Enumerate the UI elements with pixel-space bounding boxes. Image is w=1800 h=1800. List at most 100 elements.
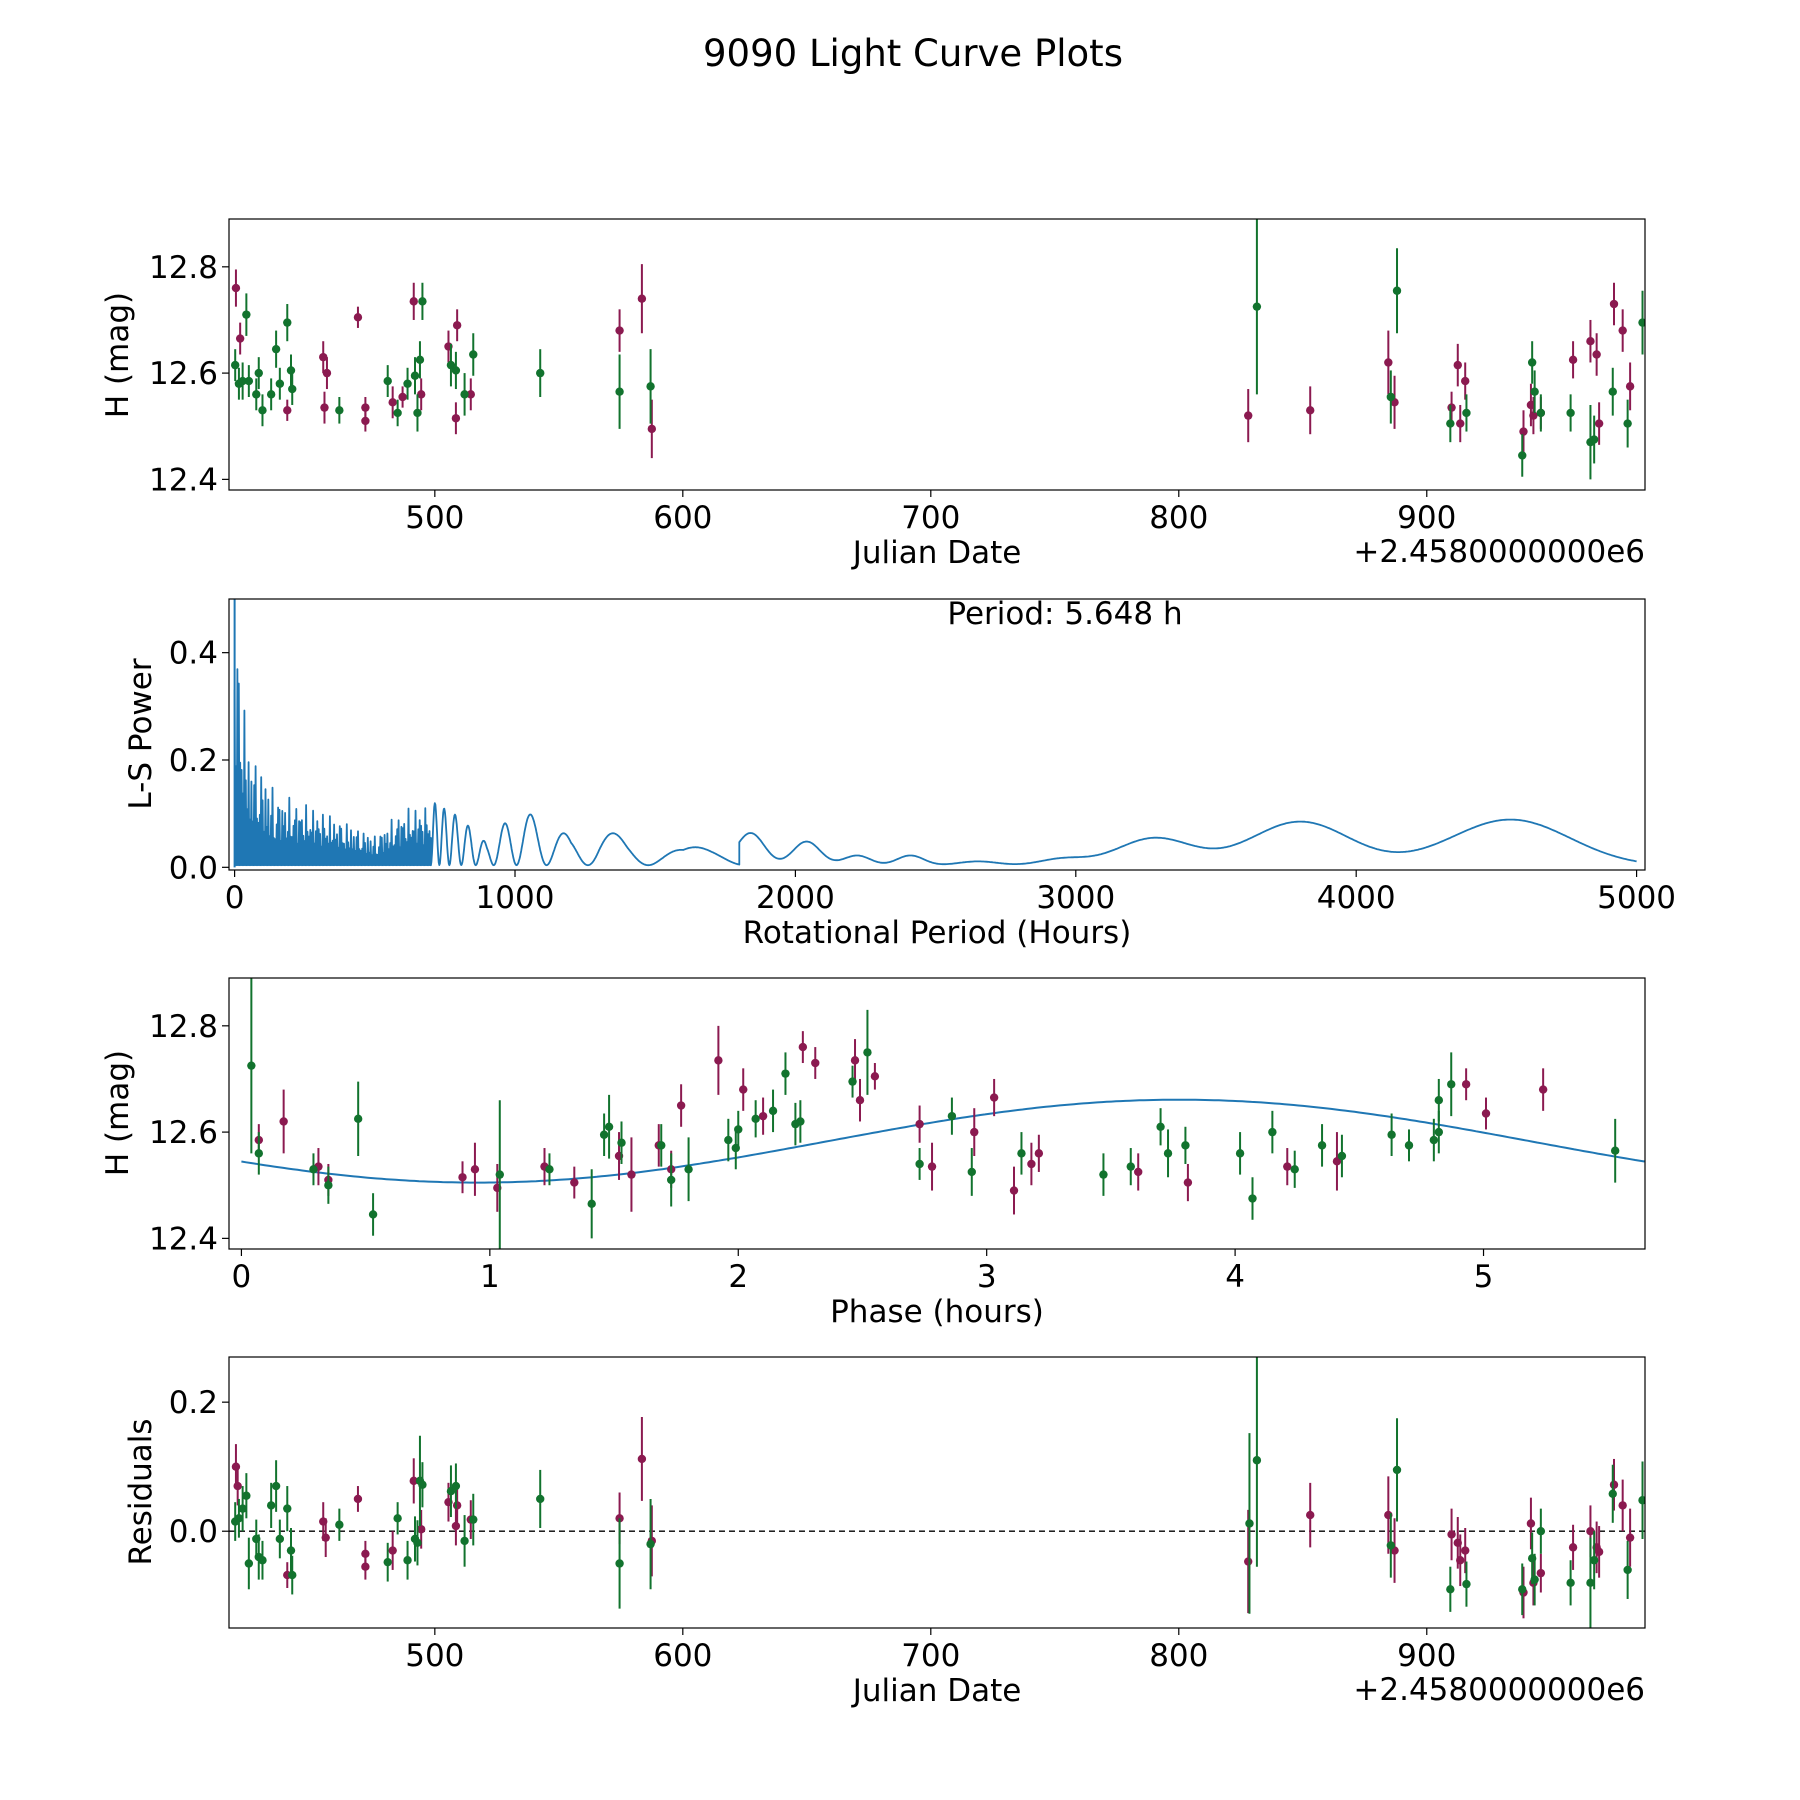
residuals-point-green (418, 1480, 427, 1489)
lightcurve-point-green (288, 384, 297, 394)
lightcurve-point-green (254, 368, 263, 378)
lightcurve-point-maroon (398, 392, 407, 402)
residuals-plot-area (229, 1357, 1645, 1628)
phased-point-maroon (870, 1072, 880, 1081)
residuals-point-maroon (1306, 1510, 1315, 1520)
residuals-point-maroon (1456, 1556, 1465, 1565)
lightcurve-point-maroon (466, 390, 475, 399)
residuals-point-maroon (416, 1525, 426, 1534)
periodogram-xtick-label: 1000 (476, 880, 555, 916)
phased-point-green (863, 1048, 872, 1057)
phased-point-green (247, 1061, 256, 1070)
residuals-point-green (1462, 1579, 1471, 1589)
periodogram-ytick-label: 0.0 (169, 850, 218, 886)
phased-frame (228, 977, 1646, 1250)
phased-point-green (1156, 1122, 1165, 1131)
phased-point-maroon (714, 1056, 723, 1065)
phased-point-maroon (1183, 1178, 1193, 1187)
phased-point-green (1290, 1165, 1299, 1174)
lightcurve-point-green (451, 366, 461, 375)
lightcurve-point-green (1386, 392, 1396, 402)
panel-phased: 0 1 2 3 4 5 12.4 12.6 12.8 Phase (hours) H (mag… (100, 977, 1646, 1330)
phased-point-green (967, 1167, 976, 1177)
residuals-point-green (393, 1514, 402, 1523)
residuals-point-green (266, 1501, 276, 1510)
phased-point-green (1434, 1096, 1444, 1105)
phased-point-maroon (279, 1117, 288, 1126)
periodogram-xtick-label: 2000 (756, 880, 835, 916)
periodogram-ytick-label: 0.2 (169, 743, 218, 779)
residuals-point-maroon (1461, 1546, 1470, 1555)
residuals-ylabel: Residuals (123, 1418, 159, 1565)
phased-point-green (545, 1165, 554, 1174)
phased-point-green (796, 1117, 805, 1126)
residuals-point-green (335, 1520, 344, 1529)
residuals-point-green (244, 1559, 254, 1568)
lightcurve-point-maroon (615, 326, 624, 335)
lightcurve-xtick-label: 700 (901, 500, 960, 536)
panel-lightcurve: 500 600 700 800 900 12.4 12.6 12.8 Julian Date… (100, 218, 1646, 571)
residuals-point-green (469, 1515, 478, 1524)
residuals-point-green (1586, 1578, 1595, 1588)
phased-point-maroon (1009, 1186, 1019, 1195)
residuals-yticks: 0.0 0.2 (169, 1385, 229, 1550)
residuals-point-maroon (1586, 1527, 1595, 1536)
phased-point-maroon (676, 1101, 686, 1110)
lightcurve-point-green (413, 408, 422, 418)
phased-point-green (781, 1069, 790, 1078)
residuals-point-green (1536, 1527, 1546, 1536)
lightcurve-point-green (1536, 408, 1546, 418)
lightcurve-ytick-label: 12.4 (149, 462, 218, 498)
lightcurve-point-maroon (235, 334, 245, 343)
residuals-point-green (646, 1539, 655, 1549)
residuals-point-maroon (1244, 1557, 1253, 1566)
phased-point-maroon (1332, 1157, 1342, 1166)
residuals-point-maroon (231, 1462, 241, 1471)
lightcurve-point-maroon (409, 297, 418, 306)
periodogram-ytick-label: 0.4 (169, 636, 218, 672)
lightcurve-xlabel: Julian Date (851, 535, 1022, 571)
residuals-point-green (615, 1559, 624, 1568)
residuals-xticks: 500 600 700 800 900 (405, 1628, 1456, 1674)
residuals-point-green (271, 1481, 281, 1491)
phased-xtick-label: 2 (728, 1259, 748, 1295)
lightcurve-point-maroon (416, 390, 426, 399)
phased-point-green (1248, 1194, 1257, 1203)
residuals-point-green (1446, 1585, 1455, 1594)
phased-point-maroon (758, 1111, 768, 1121)
phased-point-green (848, 1077, 857, 1086)
phased-point-green (324, 1181, 333, 1190)
phased-point-green (1447, 1080, 1456, 1089)
lightcurve-point-green (1589, 435, 1599, 444)
lightcurve-point-maroon (319, 352, 328, 362)
lightcurve-point-green (1623, 419, 1632, 428)
residuals-point-maroon (1625, 1533, 1635, 1542)
residuals-point-maroon (1526, 1519, 1536, 1528)
lightcurve-point-green (383, 376, 392, 386)
residuals-xtick-label: 600 (653, 1638, 712, 1674)
lightcurve-point-maroon (353, 313, 363, 322)
residuals-point-green (536, 1494, 545, 1504)
lightcurve-point-maroon (322, 368, 332, 378)
lightcurve-point-green (244, 376, 254, 386)
phased-point-green (368, 1210, 378, 1219)
lightcurve-point-maroon (1456, 419, 1465, 428)
lightcurve-point-maroon (1447, 403, 1456, 412)
periodogram-line (233, 668, 1637, 867)
lightcurve-point-green (252, 390, 261, 399)
residuals-point-maroon (451, 1521, 461, 1531)
lightcurve-point-green (275, 379, 285, 388)
phased-yticks: 12.4 12.6 12.8 (149, 1009, 229, 1257)
lightcurve-point-maroon (1461, 376, 1470, 386)
figure-title: 9090 Light Curve Plots (703, 32, 1123, 75)
lightcurve-point-green (271, 344, 281, 354)
lightcurve-point-maroon (388, 398, 397, 407)
residuals-point-green (451, 1481, 461, 1491)
phased-point-green (587, 1199, 596, 1209)
lightcurve-point-maroon (1625, 382, 1635, 391)
phased-ytick-label: 12.4 (149, 1221, 218, 1257)
periodogram-ylabel: L-S Power (123, 658, 159, 809)
residuals-point-green (275, 1534, 285, 1544)
phased-point-green (1387, 1130, 1396, 1139)
